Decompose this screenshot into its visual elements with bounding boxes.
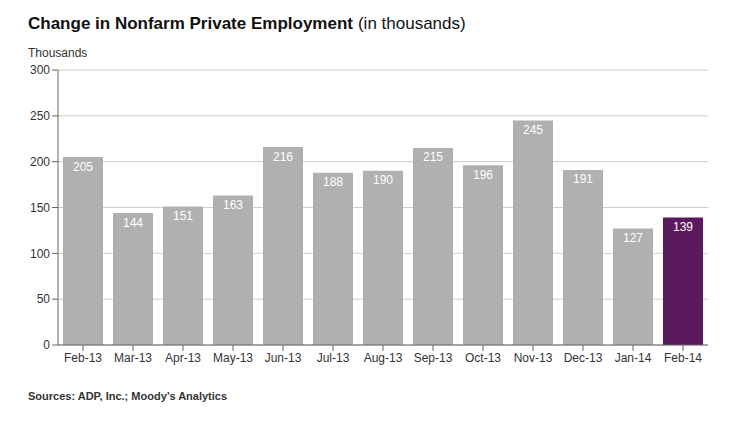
svg-text:Aug-13: Aug-13 bbox=[364, 351, 403, 365]
svg-text:127: 127 bbox=[623, 231, 643, 245]
svg-text:Nov-13: Nov-13 bbox=[514, 351, 553, 365]
svg-text:Sep-13: Sep-13 bbox=[414, 351, 453, 365]
svg-text:200: 200 bbox=[30, 155, 50, 169]
svg-text:Jun-13: Jun-13 bbox=[265, 351, 302, 365]
svg-text:May-13: May-13 bbox=[213, 351, 253, 365]
svg-text:196: 196 bbox=[473, 168, 493, 182]
svg-text:Feb-14: Feb-14 bbox=[664, 351, 702, 365]
svg-text:Jul-13: Jul-13 bbox=[317, 351, 350, 365]
svg-text:216: 216 bbox=[273, 150, 293, 164]
svg-text:151: 151 bbox=[173, 209, 193, 223]
svg-text:Apr-13: Apr-13 bbox=[165, 351, 201, 365]
svg-text:100: 100 bbox=[30, 247, 50, 261]
svg-text:245: 245 bbox=[523, 123, 543, 137]
svg-text:139: 139 bbox=[673, 220, 693, 234]
svg-text:300: 300 bbox=[30, 63, 50, 77]
svg-text:144: 144 bbox=[123, 216, 143, 230]
svg-text:Oct-13: Oct-13 bbox=[465, 351, 501, 365]
svg-text:Feb-13: Feb-13 bbox=[64, 351, 102, 365]
svg-text:190: 190 bbox=[373, 173, 393, 187]
svg-text:Dec-13: Dec-13 bbox=[564, 351, 603, 365]
svg-text:Jan-14: Jan-14 bbox=[615, 351, 652, 365]
svg-text:191: 191 bbox=[573, 172, 593, 186]
svg-text:250: 250 bbox=[30, 109, 50, 123]
svg-text:188: 188 bbox=[323, 175, 343, 189]
svg-text:50: 50 bbox=[37, 292, 51, 306]
svg-text:Mar-13: Mar-13 bbox=[114, 351, 152, 365]
html-text:Sources: ADP, Inc.; Moody’s An: Sources: ADP, Inc.; Moody’s Analytics bbox=[28, 390, 228, 402]
svg-text:0: 0 bbox=[43, 338, 50, 352]
html-text:Change in Nonfarm Private Empl: Change in Nonfarm Private Employment (in… bbox=[28, 14, 466, 33]
svg-text:150: 150 bbox=[30, 201, 50, 215]
svg-text:163: 163 bbox=[223, 198, 243, 212]
html-text:Thousands: Thousands bbox=[28, 46, 88, 60]
svg-text:205: 205 bbox=[73, 160, 93, 174]
svg-text:215: 215 bbox=[423, 150, 443, 164]
